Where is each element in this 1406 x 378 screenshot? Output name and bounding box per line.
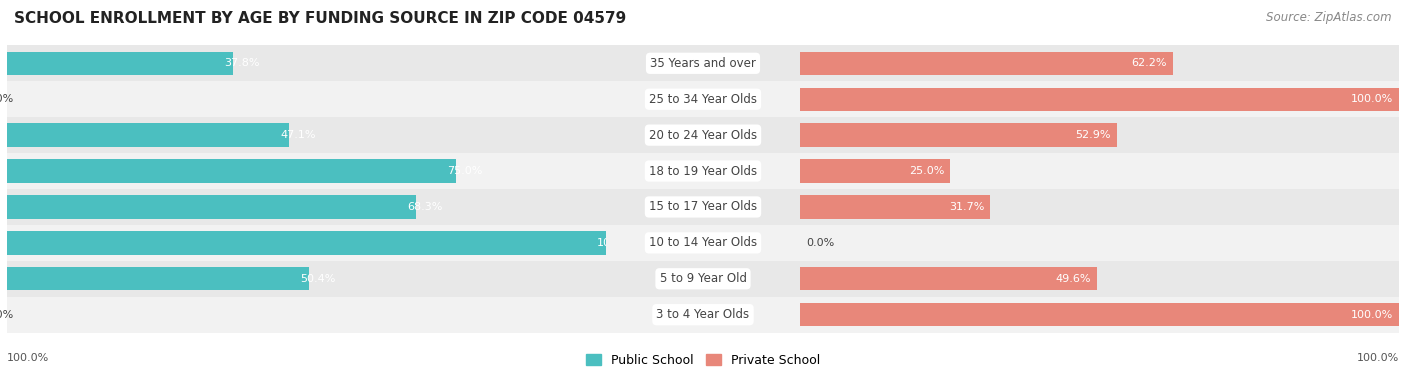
Text: 50.4%: 50.4% (299, 274, 335, 284)
Text: 25.0%: 25.0% (908, 166, 943, 176)
Bar (7, 81, 606, 117)
Bar (800, 261, 1399, 297)
Bar (7, 195, 416, 218)
Bar (800, 267, 1097, 290)
Bar (606, 81, 800, 117)
Bar (7, 52, 233, 75)
Bar (800, 189, 1399, 225)
Text: 100.0%: 100.0% (1351, 310, 1393, 320)
Bar (800, 124, 1116, 147)
Bar (7, 267, 309, 290)
Bar (606, 189, 800, 225)
Text: 62.2%: 62.2% (1132, 58, 1167, 68)
Legend: Public School, Private School: Public School, Private School (581, 349, 825, 372)
Text: 18 to 19 Year Olds: 18 to 19 Year Olds (650, 164, 756, 178)
Text: 49.6%: 49.6% (1056, 274, 1091, 284)
Bar (7, 45, 606, 81)
Text: 68.3%: 68.3% (406, 202, 443, 212)
Bar (7, 124, 290, 147)
Text: 52.9%: 52.9% (1076, 130, 1111, 140)
Text: 0.0%: 0.0% (0, 94, 13, 104)
Bar (800, 81, 1399, 117)
Bar (7, 231, 606, 254)
Bar (800, 297, 1399, 333)
Bar (7, 225, 606, 261)
Bar (7, 117, 606, 153)
Bar (7, 160, 456, 183)
Text: 100.0%: 100.0% (1357, 353, 1399, 363)
Bar (606, 297, 800, 333)
Text: 5 to 9 Year Old: 5 to 9 Year Old (659, 272, 747, 285)
Bar (7, 297, 606, 333)
Bar (606, 45, 800, 81)
Text: 35 Years and over: 35 Years and over (650, 57, 756, 70)
Bar (800, 303, 1399, 326)
Text: 75.0%: 75.0% (447, 166, 482, 176)
Bar (606, 261, 800, 297)
Text: 20 to 24 Year Olds: 20 to 24 Year Olds (650, 129, 756, 142)
Bar (800, 153, 1399, 189)
Text: SCHOOL ENROLLMENT BY AGE BY FUNDING SOURCE IN ZIP CODE 04579: SCHOOL ENROLLMENT BY AGE BY FUNDING SOUR… (14, 11, 626, 26)
Bar (800, 225, 1399, 261)
Text: 100.0%: 100.0% (1351, 94, 1393, 104)
Bar (800, 88, 1399, 111)
Bar (800, 195, 990, 218)
Bar (606, 225, 800, 261)
Text: 0.0%: 0.0% (807, 238, 835, 248)
Text: Source: ZipAtlas.com: Source: ZipAtlas.com (1267, 11, 1392, 24)
Text: 3 to 4 Year Olds: 3 to 4 Year Olds (657, 308, 749, 321)
Text: 47.1%: 47.1% (280, 130, 315, 140)
Bar (800, 160, 950, 183)
Bar (7, 189, 606, 225)
Text: 100.0%: 100.0% (7, 353, 49, 363)
Bar (800, 117, 1399, 153)
Text: 10 to 14 Year Olds: 10 to 14 Year Olds (650, 236, 756, 249)
Bar (7, 153, 606, 189)
Bar (7, 261, 606, 297)
Text: 15 to 17 Year Olds: 15 to 17 Year Olds (650, 200, 756, 214)
Text: 37.8%: 37.8% (225, 58, 260, 68)
Bar (606, 117, 800, 153)
Bar (800, 45, 1399, 81)
Bar (606, 153, 800, 189)
Text: 100.0%: 100.0% (596, 238, 638, 248)
Text: 25 to 34 Year Olds: 25 to 34 Year Olds (650, 93, 756, 106)
Text: 31.7%: 31.7% (949, 202, 984, 212)
Text: 0.0%: 0.0% (0, 310, 13, 320)
Bar (800, 52, 1173, 75)
